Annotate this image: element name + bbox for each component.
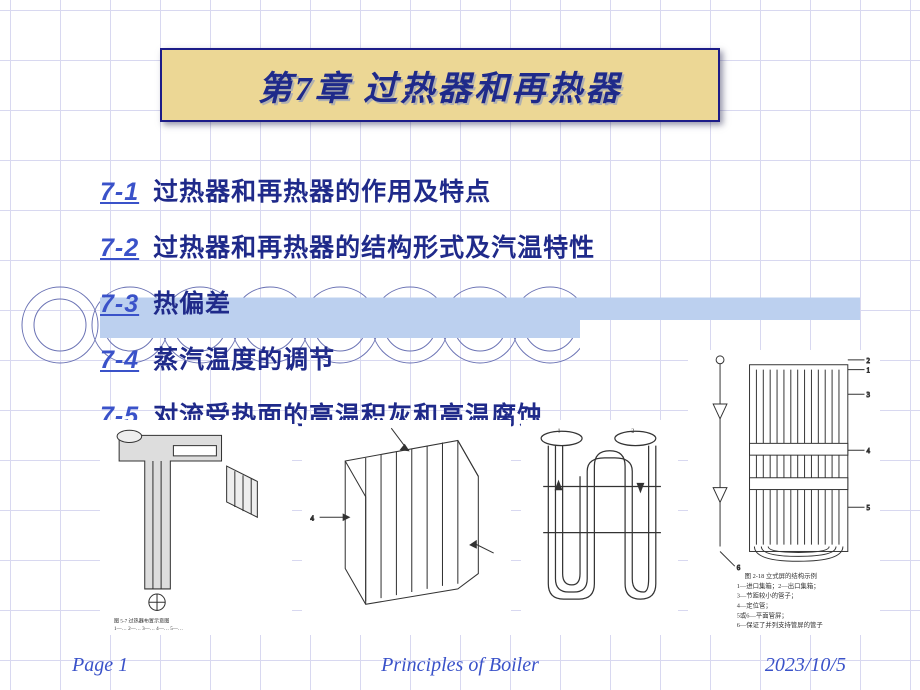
chapter-title-banner: 第7章 过热器和再热器 第7章 过热器和再热器 <box>160 48 720 122</box>
figure-1: 图 5-7 过热器布置示意图 1—… 2—… 3—… 4—… 5—… <box>100 420 292 635</box>
figure-4-caption-4: 5或6—平面管屏； <box>737 610 788 619</box>
svg-text:3: 3 <box>867 392 871 399</box>
figure-4-caption-1: 1—进口集箱；2—出口集箱； <box>737 581 820 590</box>
figure-1-caption: 图 5-7 过热器布置示意图 <box>114 618 169 625</box>
figure-3: 1 2 <box>521 420 678 635</box>
figure-2: 4 <box>302 420 511 635</box>
footer-date: 2023/10/5 <box>765 654 846 677</box>
toc-label: 过热器和再热器的结构形式及汽温特性 <box>153 228 595 264</box>
svg-text:6: 6 <box>737 565 741 572</box>
svg-text:1—… 2—… 3—… 4—… 5—…: 1—… 2—… 3—… 4—… 5—… <box>114 626 183 632</box>
figure-row: 图 5-7 过热器布置示意图 1—… 2—… 3—… 4—… 5—… 4 <box>100 420 880 635</box>
figure-4-caption-5: 6—保证了并列支持管屏的管子 <box>737 620 824 629</box>
toc-label: 过热器和再热器的作用及特点 <box>153 172 491 208</box>
svg-text:2: 2 <box>631 428 634 434</box>
toc-link-7-3[interactable]: 7-3 <box>100 290 139 319</box>
svg-text:1: 1 <box>867 368 871 375</box>
toc-label: 蒸汽温度的调节 <box>153 340 335 376</box>
chapter-title: 第7章 过热器和再热器 <box>258 61 623 110</box>
svg-text:4: 4 <box>867 448 871 455</box>
toc-link-7-1[interactable]: 7-1 <box>100 178 139 207</box>
toc-item-7-2[interactable]: 7-2 过热器和再热器的结构形式及汽温特性 <box>100 228 860 264</box>
toc-label: 热偏差 <box>153 284 231 320</box>
toc-link-7-4[interactable]: 7-4 <box>100 346 139 375</box>
svg-text:4: 4 <box>310 514 314 522</box>
svg-text:5: 5 <box>867 505 871 512</box>
toc-link-7-2[interactable]: 7-2 <box>100 234 139 263</box>
slide-footer: Page 1 Principles of Boiler 2023/10/5 <box>0 654 920 682</box>
figure-4-caption-0: 图 2-18 立式屏的结构示例 <box>745 571 817 580</box>
figure-4-caption-2: 3—节距较小的管子； <box>737 591 798 600</box>
svg-text:1: 1 <box>558 428 561 434</box>
figure-4-caption-3: 4—定位管； <box>737 600 772 609</box>
figure-4: 1 2 3 4 5 6 图 2-18 立式屏的结构示例 1—进口集箱；2—出口集… <box>688 350 880 635</box>
toc-item-7-1[interactable]: 7-1 过热器和再热器的作用及特点 <box>100 172 860 208</box>
svg-text:2: 2 <box>867 358 871 365</box>
